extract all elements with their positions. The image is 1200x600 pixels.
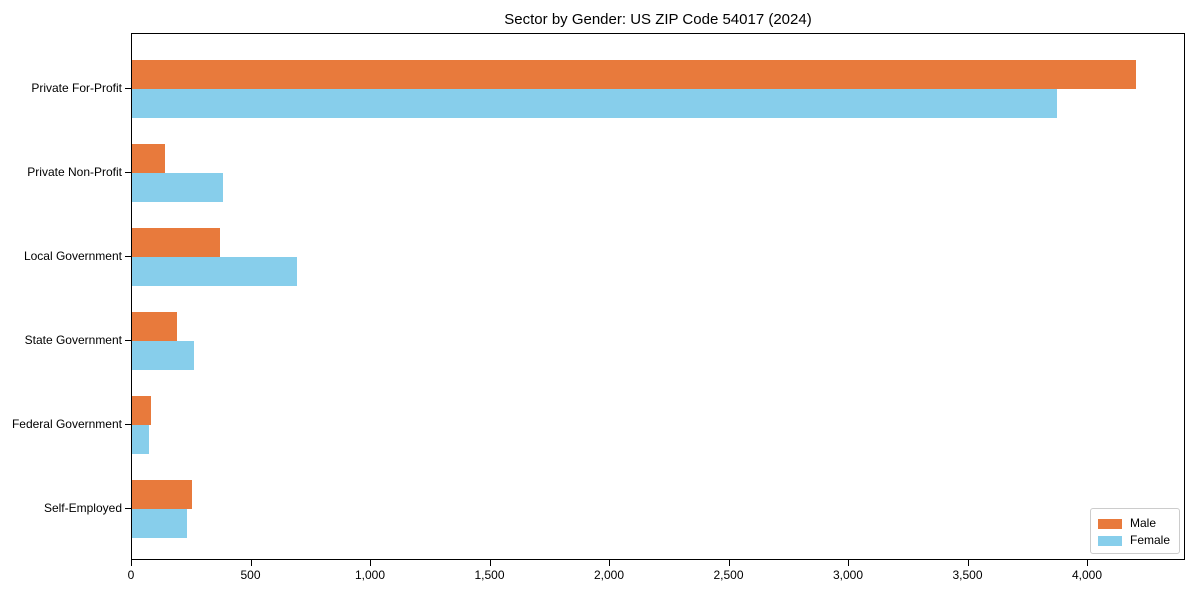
ytick-mark xyxy=(125,340,131,341)
ytick-label-federal-government: Federal Government xyxy=(11,417,122,431)
xtick-mark xyxy=(609,560,610,566)
ytick-mark xyxy=(125,508,131,509)
bar-male-private-for-profit xyxy=(132,60,1136,89)
xtick-label-500: 500 xyxy=(240,568,261,582)
legend-item-female: Female xyxy=(1098,532,1179,549)
xtick-label-3000: 3,000 xyxy=(832,568,864,582)
xtick-mark xyxy=(1087,560,1088,566)
xtick-label-2500: 2,500 xyxy=(713,568,744,582)
legend-label-female: Female xyxy=(1130,533,1171,547)
plot-area xyxy=(131,33,1185,560)
bar-male-state-government xyxy=(132,312,178,341)
bar-male-local-government xyxy=(132,228,221,257)
ytick-label-private-for-profit: Private For-Profit xyxy=(31,81,122,95)
ytick-label-local-government: Local Government xyxy=(23,249,122,263)
female-series-swatch xyxy=(1098,535,1122,546)
bar-male-self-employed xyxy=(132,480,192,509)
ytick-label-state-government: State Government xyxy=(24,333,122,347)
ytick-mark xyxy=(125,172,131,173)
bar-female-state-government xyxy=(132,341,195,370)
xtick-mark xyxy=(131,560,132,566)
bar-male-private-non-profit xyxy=(132,144,166,173)
xtick-label-2000: 2,000 xyxy=(593,568,625,582)
ytick-label-private-non-profit: Private Non-Profit xyxy=(27,165,122,179)
xtick-mark xyxy=(848,560,849,566)
ytick-mark xyxy=(125,88,131,89)
legend-label-male: Male xyxy=(1130,516,1157,530)
bar-female-self-employed xyxy=(132,509,187,538)
bar-female-private-non-profit xyxy=(132,173,223,202)
bar-female-private-for-profit xyxy=(132,89,1057,118)
xtick-label-1000: 1,000 xyxy=(354,568,386,582)
xtick-label-0: 0 xyxy=(127,568,135,582)
ytick-mark xyxy=(125,256,131,257)
legend: Male Female xyxy=(1090,508,1180,554)
ytick-label-self-employed: Self-Employed xyxy=(43,501,122,515)
legend-item-male: Male xyxy=(1098,515,1179,532)
xtick-label-1500: 1,500 xyxy=(474,568,505,582)
xtick-mark xyxy=(967,560,969,566)
xtick-mark xyxy=(370,560,371,566)
bar-female-local-government xyxy=(132,257,297,286)
xtick-mark xyxy=(728,560,730,566)
xtick-label-4000: 4,000 xyxy=(1071,568,1103,582)
xtick-mark xyxy=(250,560,252,566)
male-series-swatch xyxy=(1098,518,1122,529)
chart-title: Sector by Gender: US ZIP Code 54017 (202… xyxy=(504,11,812,28)
xtick-mark xyxy=(489,560,491,566)
bar-male-federal-government xyxy=(132,396,152,425)
ytick-mark xyxy=(125,424,131,425)
bar-female-federal-government xyxy=(132,425,149,454)
xtick-label-3500: 3,500 xyxy=(952,568,983,582)
